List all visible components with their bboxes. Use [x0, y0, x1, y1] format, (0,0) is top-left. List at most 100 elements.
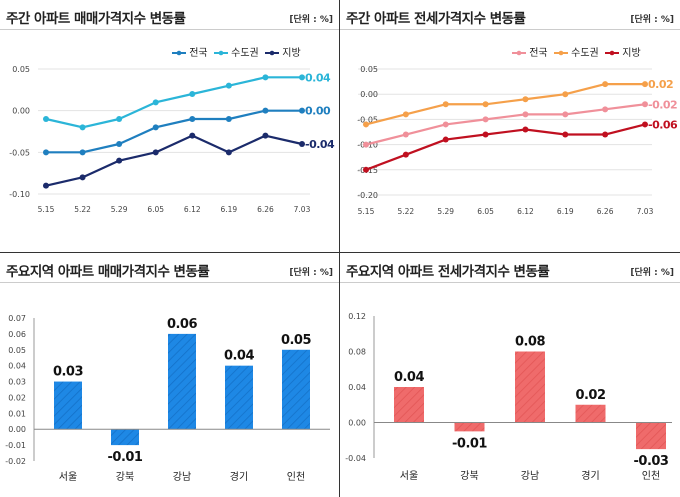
legend-marker — [265, 50, 280, 56]
end-value-label: 0.00 — [305, 105, 331, 118]
x-tick-label: 5.22 — [74, 205, 91, 214]
data-point — [482, 101, 489, 108]
category-label: 서울 — [59, 471, 77, 483]
x-tick-label: 6.19 — [221, 205, 238, 214]
y-tick-label: -0.02 — [5, 457, 26, 466]
header-divider — [0, 282, 339, 283]
bar — [636, 422, 666, 450]
data-point — [262, 132, 269, 139]
x-tick-label: 5.22 — [398, 207, 415, 216]
y-tick-label: 0.05 — [8, 346, 26, 355]
data-point — [262, 74, 269, 81]
category-label: 강남 — [173, 471, 191, 483]
x-tick-label: 6.05 — [477, 207, 494, 216]
y-tick-label: 0.04 — [348, 383, 366, 392]
data-label: 0.03 — [53, 365, 84, 380]
data-point — [189, 91, 196, 97]
category-label: 인천 — [642, 470, 660, 482]
weekly-jeonse-price-panel: 주간 아파트 전세가격지수 변동률 [단위 : %] 전국 수도권 지방 0.0… — [340, 0, 680, 252]
data-point — [299, 107, 305, 114]
series-line — [365, 103, 646, 146]
data-point — [522, 111, 529, 118]
data-point — [522, 126, 529, 133]
chart-title: 주간 아파트 전세가격지수 변동률 — [346, 11, 526, 27]
bar — [54, 381, 82, 430]
regional-jeonse-price-panel: 주요지역 아파트 전세가격지수 변동률 [단위 : %] 0.12 0.08 0.0… — [340, 253, 680, 497]
unit-label: [단위 : %] — [289, 268, 333, 278]
data-point — [482, 131, 489, 138]
x-tick-label: 6.19 — [557, 207, 574, 216]
unit-label: [단위 : %] — [289, 15, 333, 25]
legend-label: 전국 — [529, 48, 548, 59]
category-label: 서울 — [400, 470, 418, 482]
end-value-label: -0.06 — [648, 118, 678, 131]
data-point — [152, 149, 159, 156]
data-point — [152, 99, 159, 106]
series-line — [365, 83, 645, 126]
panel-header: 주요지역 아파트 전세가격지수 변동률 [단위 : %] — [340, 253, 680, 283]
data-label: 0.04 — [224, 349, 255, 364]
bar — [225, 365, 253, 430]
legend: 전국 수도권 지방 — [512, 44, 641, 59]
data-point — [79, 124, 86, 131]
series-line — [45, 76, 302, 129]
panel-header: 주간 아파트 전세가격지수 변동률 [단위 : %] — [340, 0, 680, 30]
y-tick-label: 0.01 — [8, 409, 26, 418]
bar — [394, 387, 424, 423]
data-point — [642, 81, 648, 88]
x-tick-label: 6.26 — [257, 205, 274, 214]
weekly-sale-price-panel: 주간 아파트 매매가격지수 변동률 [단위 : %] 전국 수도권 지방 0.0… — [0, 0, 339, 252]
vertical-divider — [339, 0, 340, 497]
data-point — [225, 116, 232, 122]
x-tick-label: 5.15 — [358, 207, 375, 216]
data-label: 0.08 — [515, 335, 546, 350]
y-tick-label: 0.06 — [8, 330, 26, 339]
x-tick-label: 5.29 — [437, 207, 454, 216]
data-label: 0.02 — [575, 388, 605, 403]
data-point — [116, 157, 123, 164]
data-point — [79, 149, 86, 156]
category-label: 강북 — [460, 470, 478, 482]
x-tick-label: 5.29 — [111, 205, 128, 214]
bar-chart: 0.07 0.06 0.05 0.04 0.03 0.02 0.01 0.00 -0.01 -0.… — [5, 314, 330, 483]
line-chart: 0.050.00-0.05-0.10-0.15-0.205.155.225.29… — [357, 65, 678, 216]
data-point — [602, 131, 609, 138]
x-tick-label: 6.12 — [517, 207, 534, 216]
y-tick-label: -0.20 — [357, 191, 378, 200]
x-tick-label: 7.03 — [637, 207, 654, 216]
data-point — [442, 136, 449, 143]
panel-header: 주요지역 아파트 매매가격지수 변동률 [단위 : %] — [0, 253, 339, 283]
legend-marker — [213, 50, 228, 56]
regional-sale-price-panel: 주요지역 아파트 매매가격지수 변동률 [단위 : %] 0.07 0.06 0.0… — [0, 253, 339, 497]
y-tick-label: -0.05 — [9, 148, 30, 157]
data-point — [43, 182, 49, 189]
y-tick-label: 0.00 — [360, 90, 378, 99]
chart-title: 주간 아파트 매매가격지수 변동률 — [6, 11, 186, 27]
bar — [515, 351, 545, 423]
data-point — [299, 74, 305, 81]
end-value-label: -0.02 — [648, 98, 677, 111]
y-tick-label: 0.05 — [360, 65, 378, 74]
header-divider — [340, 29, 680, 30]
header-divider — [0, 29, 339, 30]
x-tick-label: 6.12 — [184, 205, 201, 214]
data-point — [299, 141, 305, 147]
unit-label: [단위 : %] — [630, 15, 674, 25]
x-tick-label: 7.03 — [294, 205, 311, 214]
y-tick-label: 0.12 — [348, 312, 366, 321]
data-point — [402, 131, 409, 138]
chart-title: 주요지역 아파트 매매가격지수 변동률 — [6, 264, 210, 280]
unit-label: [단위 : %] — [630, 268, 674, 278]
data-point — [43, 116, 49, 122]
bar — [111, 429, 139, 446]
category-label: 강남 — [521, 470, 539, 482]
bar-chart: 0.12 0.08 0.04 0.00 -0.04 0.04 서울 -0.01 강북 0.08 강남… — [345, 312, 672, 482]
data-label: -0.01 — [452, 436, 487, 451]
data-point — [562, 131, 569, 138]
data-point — [225, 82, 232, 89]
y-tick-label: -0.05 — [357, 115, 378, 124]
data-point — [442, 101, 449, 108]
data-point — [116, 116, 123, 122]
category-label: 강북 — [116, 471, 134, 483]
